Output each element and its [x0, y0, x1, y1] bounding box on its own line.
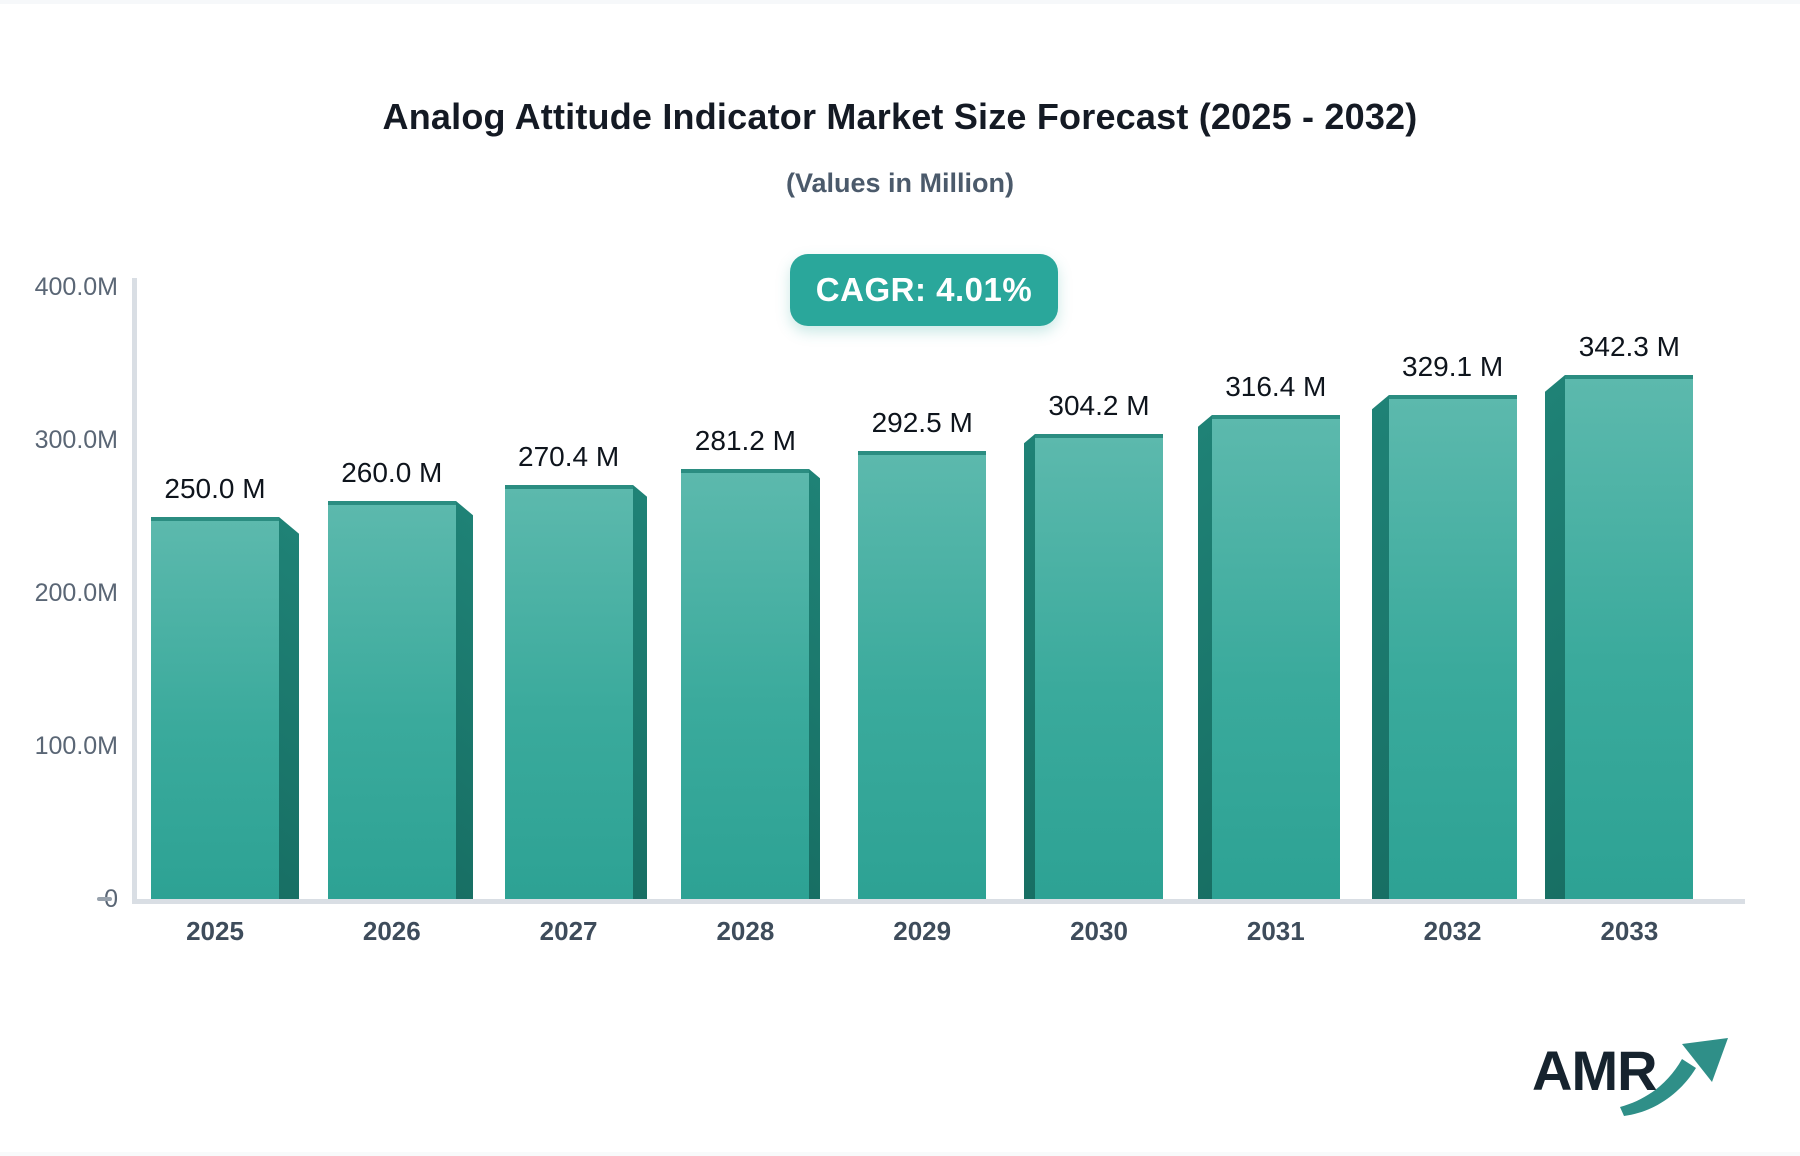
bar-side-face	[1024, 433, 1035, 901]
bar-side-face	[809, 468, 821, 901]
bar-value-label: 342.3 M	[1578, 331, 1680, 363]
bar	[1211, 414, 1340, 899]
x-axis-label: 2025	[186, 916, 244, 946]
bar-value-label: 270.4 M	[518, 441, 620, 473]
bar	[151, 516, 279, 899]
y-axis-label: 100.0M	[34, 732, 118, 760]
x-axis-label: 2032	[1423, 916, 1482, 946]
y-axis-label: 200.0M	[34, 579, 118, 607]
amr-logo-text: AMR	[1532, 1039, 1658, 1102]
chart-subtitle: (Values in Million)	[785, 168, 1015, 198]
x-axis-label: 2030	[1070, 916, 1128, 946]
x-axis-label: 2028	[716, 916, 775, 946]
bar-side-face	[1371, 395, 1389, 901]
cagr-badge-label: CAGR: 4.01%	[815, 271, 1033, 308]
y-axis-label: 400.0M	[34, 273, 118, 301]
growth-arrow-icon	[1620, 1038, 1728, 1116]
y-axis-line	[132, 278, 137, 904]
bar	[1388, 395, 1517, 899]
bar-side-face	[279, 516, 299, 901]
top-edge-strip	[0, 0, 1800, 4]
bar-value-label: 316.4 M	[1225, 370, 1327, 402]
amr-logo: AMR	[1530, 1030, 1750, 1130]
x-axis-label: 2031	[1246, 916, 1305, 946]
bars-layer	[151, 375, 1694, 901]
chart-title: Analog Attitude Indicator Market Size Fo…	[382, 96, 1418, 137]
bar-value-label: 250.0 M	[164, 472, 266, 504]
y-axis-label: 300.0M	[34, 426, 118, 454]
bar-side-face	[632, 485, 647, 901]
bar	[327, 501, 456, 899]
cagr-badge: CAGR: 4.01%	[790, 254, 1058, 326]
bar-value-label: 260.0 M	[341, 457, 443, 489]
bar-value-label: 292.5 M	[871, 407, 973, 439]
x-axis-label: 2026	[362, 916, 421, 946]
bar-value-label: 304.2 M	[1048, 389, 1150, 421]
x-axis-label: 2033	[1600, 916, 1659, 946]
bar-value-label: 281.2 M	[694, 424, 796, 456]
zero-tick-dash	[97, 897, 112, 901]
bar	[1565, 375, 1694, 899]
bar	[504, 485, 633, 899]
bar-value-label: 329.1 M	[1402, 351, 1504, 383]
x-axis-label: 2027	[539, 916, 598, 946]
bar-side-face	[455, 501, 473, 901]
bar	[1035, 433, 1163, 899]
bottom-edge-strip	[0, 1152, 1800, 1156]
bar-side-face	[1197, 414, 1212, 901]
bar	[681, 468, 810, 899]
x-axis-label: 2029	[893, 916, 952, 946]
bar-side-face	[1545, 375, 1566, 901]
bar	[858, 451, 987, 899]
x-axis-baseline	[132, 899, 1745, 904]
